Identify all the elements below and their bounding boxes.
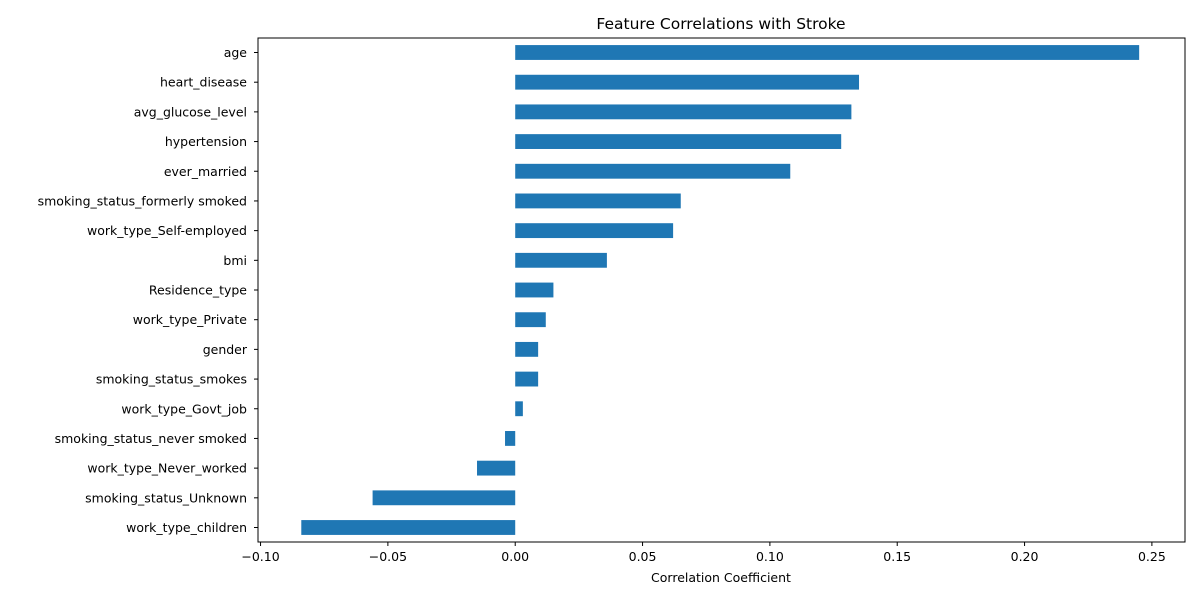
y-tick-label: work_type_Private [133, 312, 248, 327]
bar-smoking-status-formerly-smoked [515, 193, 681, 209]
x-tick-label: 0.00 [501, 549, 529, 564]
bar-work-type-children [301, 520, 516, 535]
y-tick-label: Residence_type [149, 283, 247, 298]
y-tick-label: work_type_Never_worked [87, 461, 247, 476]
bar-bmi [515, 252, 607, 268]
y-tick-label: smoking_status_smokes [96, 372, 247, 387]
bar-gender [515, 341, 539, 357]
y-tick-label: work_type_Govt_job [121, 401, 247, 416]
x-tick-label: 0.20 [1011, 549, 1039, 564]
bar-residence-type [515, 282, 554, 298]
bar-hypertension [515, 134, 842, 149]
bar-smoking-status-unknown [372, 490, 516, 506]
y-tick-label: gender [203, 342, 248, 357]
y-tick-label: bmi [223, 253, 247, 268]
bar-age [515, 45, 1140, 60]
y-tick-label: hypertension [165, 134, 247, 149]
x-tick-label: −0.05 [369, 549, 407, 564]
bar-smoking-status-never-smoked [505, 431, 516, 446]
bars-layer [301, 45, 1140, 535]
bar-work-type-govt-job [515, 401, 523, 417]
y-tick-label: avg_glucose_level [134, 104, 247, 119]
bar-work-type-self-employed [515, 223, 674, 239]
y-axis: age heart_disease avg_glucose_levelhyperte… [38, 45, 258, 535]
plot-frame [257, 37, 1186, 543]
x-tick-label: 0.10 [756, 549, 784, 564]
x-tick-label: 0.05 [629, 549, 657, 564]
bar-work-type-never-worked [477, 460, 516, 476]
x-axis: −0.10 −0.05 0.00 0.05 0.10 0.15 0.20 0.25 [241, 542, 1166, 564]
bar-smoking-status-smokes [515, 371, 539, 387]
y-tick-label: smoking_status_never smoked [55, 431, 247, 446]
bar-avg-glucose-level [515, 104, 852, 120]
y-tick-label: ever_married [164, 164, 247, 179]
bar-work-type-private [515, 312, 546, 328]
x-axis-title: Correlation Coefficient [651, 570, 791, 585]
bar-ever-married [515, 163, 791, 179]
x-tick-label: 0.25 [1138, 549, 1166, 564]
x-tick-label: −0.10 [241, 549, 279, 564]
y-tick-label: smoking_status_Unknown [85, 490, 247, 505]
y-tick-label: smoking_status_formerly smoked [38, 193, 247, 208]
y-tick-label: heart_disease [160, 75, 247, 90]
chart-title: Feature Correlations with Stroke [596, 15, 845, 33]
x-tick-label: 0.15 [883, 549, 911, 564]
bar-heart-disease [515, 74, 860, 90]
y-tick-label: age [224, 45, 248, 60]
y-tick-label: work_type_Self-employed [87, 223, 247, 238]
y-tick-label: work_type_children [126, 520, 247, 535]
